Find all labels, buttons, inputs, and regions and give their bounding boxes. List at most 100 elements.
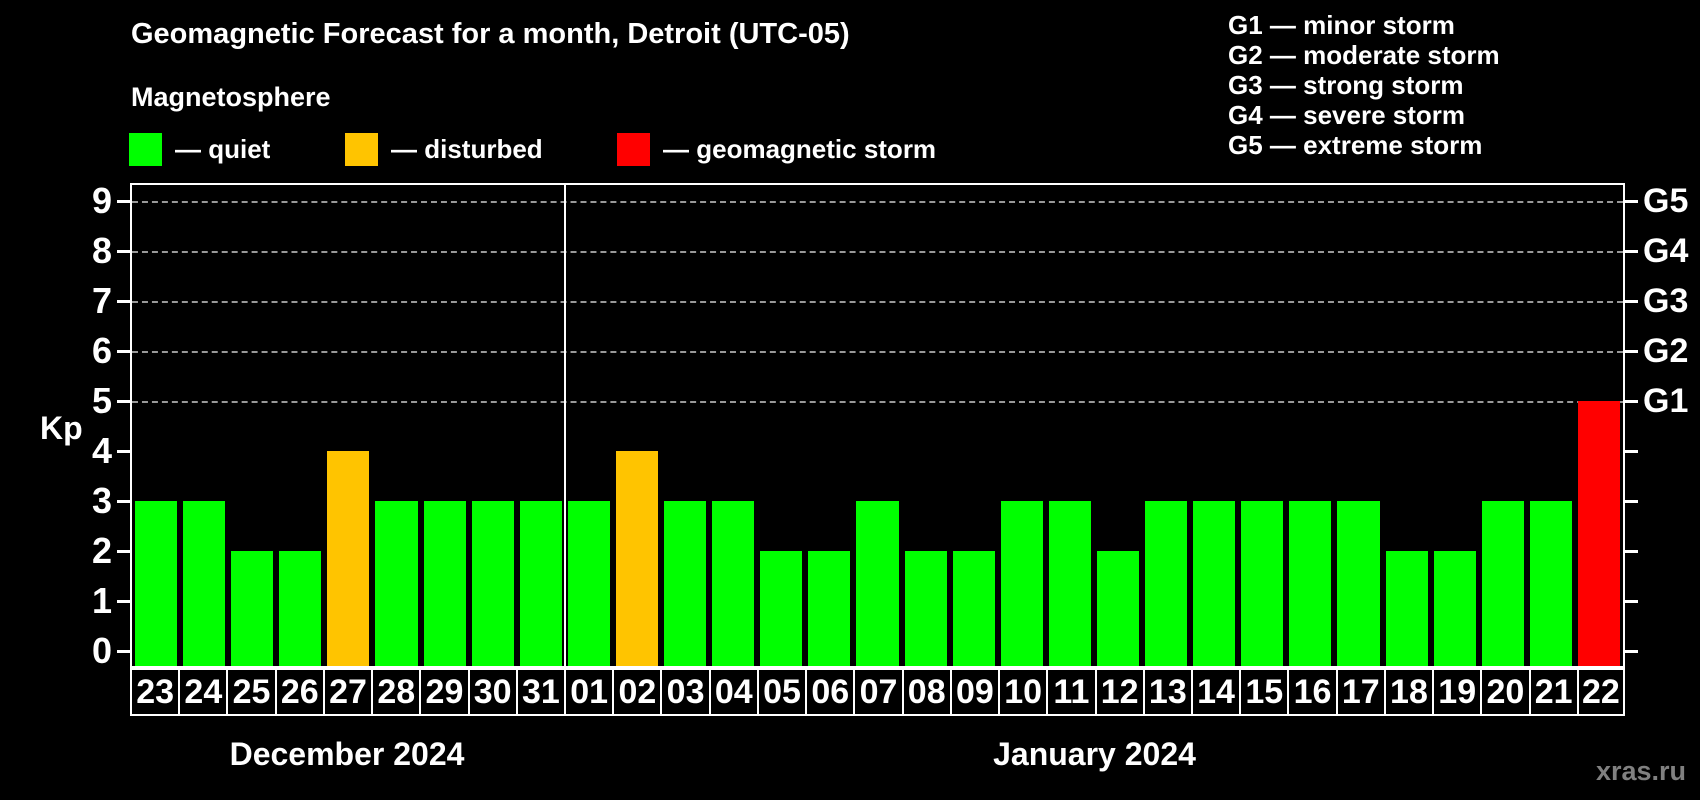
- y-tick-left-9: [117, 200, 130, 203]
- kp-bar-02: [615, 451, 659, 666]
- bar-cell-day-04: [709, 501, 757, 666]
- g-level-label-G4: G4: [1643, 232, 1689, 270]
- y-tick-left-2: [117, 550, 130, 553]
- legend-item-quiet: — quiet: [129, 132, 270, 166]
- y-tick-left-7: [117, 300, 130, 303]
- y-tick-left-6: [117, 350, 130, 353]
- bar-cell-day-08: [902, 551, 950, 666]
- y-tick-right-8: [1625, 250, 1638, 253]
- x-axis-day-row: 23 24 25 26 27 28 29 30 31 01 02 03 04 05 06 07 08 09 10 11…: [130, 668, 1625, 716]
- y-tick-left-8: [117, 250, 130, 253]
- day-label-29: 29: [419, 668, 468, 716]
- bar-cell-day-02: [613, 451, 661, 666]
- bar-cell-day-17: [1334, 501, 1382, 666]
- bar-cell-day-15: [1238, 501, 1286, 666]
- legend-swatch-disturbed-icon: [345, 132, 378, 166]
- day-label-01: 01: [564, 668, 613, 716]
- kp-bar-12: [1096, 551, 1140, 666]
- bar-cell-day-18: [1383, 551, 1431, 666]
- kp-bar-30: [471, 501, 514, 666]
- gridline-kp8: [132, 251, 1623, 253]
- kp-bar-04: [712, 501, 755, 666]
- kp-bar-15: [1241, 501, 1284, 666]
- kp-bar-25: [231, 551, 274, 666]
- y-tick-right-1: [1625, 600, 1638, 603]
- y-tick-label-5: 5: [91, 380, 112, 421]
- y-tick-label-0: 0: [91, 630, 112, 671]
- day-label-02: 02: [612, 668, 661, 716]
- kp-bar-21: [1529, 501, 1572, 666]
- bar-cell-day-05: [757, 551, 805, 666]
- kp-bar-05: [760, 551, 803, 666]
- day-label-25: 25: [226, 668, 275, 716]
- kp-bar-03: [664, 501, 707, 666]
- day-label-27: 27: [322, 668, 372, 716]
- kp-bar-01: [567, 501, 610, 666]
- bar-cell-day-09: [950, 551, 998, 666]
- bar-cell-day-23: [132, 501, 180, 666]
- y-tick-left-0: [117, 650, 130, 653]
- kp-bar-16: [1289, 501, 1332, 666]
- bar-cell-day-11: [1046, 501, 1094, 666]
- y-tick-label-8: 8: [91, 230, 112, 271]
- y-tick-left-5: [117, 400, 130, 403]
- day-label-04: 04: [708, 668, 757, 716]
- y-tick-right-2: [1625, 550, 1638, 553]
- gridline-kp5: [132, 401, 1623, 403]
- month-separator-line: [563, 185, 566, 666]
- day-label-05: 05: [756, 668, 806, 716]
- day-label-28: 28: [371, 668, 420, 716]
- day-label-20: 20: [1480, 668, 1529, 716]
- chart-title: Geomagnetic Forecast for a month, Detroi…: [131, 18, 850, 50]
- day-label-22: 22: [1576, 668, 1625, 716]
- storm-scale-legend: G1 — minor storm G2 — moderate storm G3 — …: [1228, 10, 1500, 160]
- y-tick-right-7: [1625, 300, 1638, 303]
- bar-cell-day-25: [228, 551, 276, 666]
- kp-bar-08: [904, 551, 947, 666]
- day-label-15: 15: [1239, 668, 1288, 716]
- kp-bar-14: [1193, 501, 1236, 666]
- y-tick-label-1: 1: [91, 580, 112, 621]
- kp-bar-28: [375, 501, 418, 666]
- bar-cell-day-22: [1575, 401, 1623, 666]
- day-label-09: 09: [949, 668, 999, 716]
- kp-bar-13: [1145, 501, 1188, 666]
- g-level-label-G3: G3: [1643, 282, 1689, 320]
- day-label-12: 12: [1094, 668, 1143, 716]
- kp-bar-24: [183, 501, 226, 666]
- bar-cell-day-13: [1142, 501, 1190, 666]
- legend-item-disturbed: — disturbed: [345, 132, 543, 166]
- y-tick-label-4: 4: [91, 430, 112, 471]
- bar-cell-day-12: [1094, 551, 1142, 666]
- kp-bar-19: [1433, 551, 1476, 666]
- bar-cell-day-28: [372, 501, 420, 666]
- day-label-13: 13: [1142, 668, 1191, 716]
- bar-cell-day-29: [421, 501, 469, 666]
- y-tick-right-9: [1625, 200, 1638, 203]
- bar-cell-day-20: [1479, 501, 1527, 666]
- kp-bar-10: [1000, 501, 1043, 666]
- kp-bar-29: [423, 501, 466, 666]
- storm-scale-line-3: G3 — strong storm: [1228, 70, 1464, 100]
- kp-bar-27: [327, 451, 370, 666]
- y-tick-label-3: 3: [91, 480, 112, 521]
- y-tick-label-6: 6: [91, 330, 112, 371]
- gridline-kp7: [132, 301, 1623, 303]
- bar-cell-day-31: [517, 501, 565, 666]
- bar-cell-day-14: [1190, 501, 1238, 666]
- day-label-30: 30: [467, 668, 516, 716]
- day-label-18: 18: [1383, 668, 1433, 716]
- month-label-january: January 2024: [993, 736, 1196, 772]
- gridline-kp6: [132, 351, 1623, 353]
- day-label-11: 11: [1046, 668, 1095, 716]
- bar-cell-day-10: [998, 501, 1046, 666]
- kp-bar-09: [952, 551, 995, 666]
- storm-scale-line-2: G2 — moderate storm: [1228, 40, 1500, 70]
- legend-item-storm: — geomagnetic storm: [617, 132, 936, 166]
- legend-label-quiet: — quiet: [175, 133, 271, 164]
- plot-area: [130, 183, 1625, 668]
- legend-swatch-storm-icon: [617, 132, 650, 166]
- y-tick-left-4: [117, 450, 130, 453]
- y-tick-right-4: [1625, 450, 1638, 453]
